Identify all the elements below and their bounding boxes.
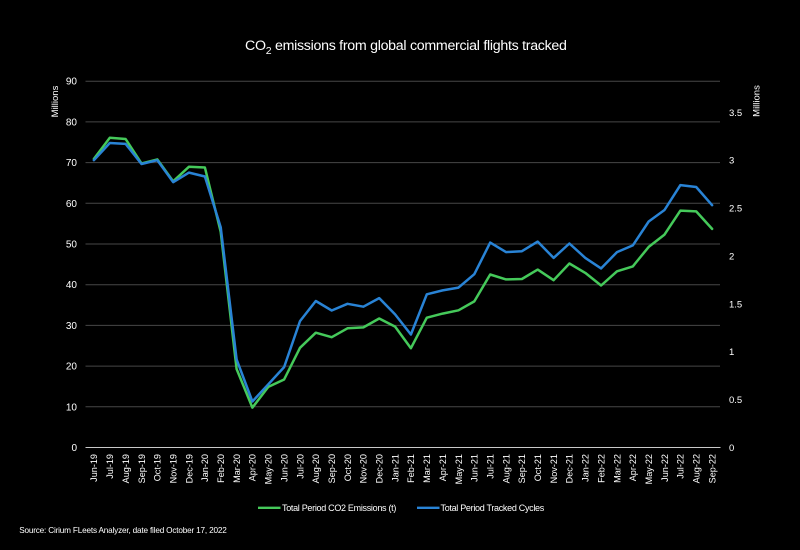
svg-text:Jun-19: Jun-19: [89, 454, 99, 482]
svg-text:Mar-20: Mar-20: [232, 454, 242, 483]
svg-text:Nov-21: Nov-21: [549, 454, 559, 483]
svg-text:1: 1: [729, 347, 734, 358]
svg-text:Aug-19: Aug-19: [121, 454, 131, 483]
svg-text:Mar-22: Mar-22: [612, 454, 622, 483]
svg-text:Sep-21: Sep-21: [517, 454, 527, 483]
svg-text:Jun-20: Jun-20: [279, 454, 289, 482]
svg-text:Apr-22: Apr-22: [628, 454, 638, 481]
svg-text:May-20: May-20: [264, 454, 274, 484]
svg-text:Jan-21: Jan-21: [390, 454, 400, 482]
svg-text:Jun-22: Jun-22: [660, 454, 670, 482]
svg-text:Source: Cirium FLeets Analyzer: Source: Cirium FLeets Analyzer, date fil…: [19, 526, 227, 535]
svg-text:Dec-21: Dec-21: [565, 454, 575, 483]
svg-text:30: 30: [66, 321, 78, 332]
svg-text:Jun-21: Jun-21: [470, 454, 480, 482]
svg-text:Jan-22: Jan-22: [581, 454, 591, 482]
svg-text:0: 0: [729, 443, 734, 454]
svg-text:Total Period CO2 Emissions (t): Total Period CO2 Emissions (t): [282, 503, 396, 513]
svg-text:70: 70: [66, 158, 78, 169]
svg-text:Aug-22: Aug-22: [692, 454, 702, 483]
svg-text:2.5: 2.5: [729, 204, 742, 215]
svg-text:Apr-20: Apr-20: [248, 454, 258, 481]
svg-text:Apr-21: Apr-21: [438, 454, 448, 481]
svg-text:2: 2: [729, 252, 734, 263]
svg-text:Feb-21: Feb-21: [406, 454, 416, 483]
svg-text:60: 60: [66, 199, 78, 210]
svg-text:1.5: 1.5: [729, 299, 742, 310]
svg-text:Jul-21: Jul-21: [486, 454, 496, 479]
svg-text:Jul-20: Jul-20: [295, 454, 305, 479]
svg-text:Millions: Millions: [50, 85, 61, 117]
svg-text:80: 80: [66, 117, 78, 128]
svg-text:10: 10: [66, 402, 78, 413]
svg-text:Millions: Millions: [752, 85, 763, 117]
svg-text:Total Period Tracked Cycles: Total Period Tracked Cycles: [441, 503, 545, 513]
svg-text:Jan-20: Jan-20: [200, 454, 210, 482]
svg-text:CO2 emissions from global comm: CO2 emissions from global commercial fli…: [245, 38, 567, 57]
svg-text:Feb-20: Feb-20: [216, 454, 226, 483]
svg-text:Oct-19: Oct-19: [153, 454, 163, 481]
svg-text:May-22: May-22: [644, 454, 654, 484]
svg-text:40: 40: [66, 280, 78, 291]
svg-text:Oct-21: Oct-21: [533, 454, 543, 481]
svg-text:90: 90: [66, 77, 78, 88]
svg-text:50: 50: [66, 240, 78, 251]
svg-text:Aug-20: Aug-20: [311, 454, 321, 483]
svg-text:Jul-19: Jul-19: [105, 454, 115, 479]
svg-text:Oct-20: Oct-20: [343, 454, 353, 481]
svg-text:0.5: 0.5: [729, 395, 742, 406]
svg-text:Nov-19: Nov-19: [169, 454, 179, 483]
svg-text:Mar-21: Mar-21: [422, 454, 432, 483]
svg-text:3: 3: [729, 156, 734, 167]
svg-text:Sep-22: Sep-22: [707, 454, 717, 483]
svg-text:0: 0: [71, 443, 77, 454]
svg-text:May-21: May-21: [454, 454, 464, 484]
svg-text:3.5: 3.5: [729, 108, 742, 119]
svg-text:20: 20: [66, 362, 78, 373]
svg-text:Nov-20: Nov-20: [359, 454, 369, 483]
svg-text:Sep-19: Sep-19: [137, 454, 147, 483]
svg-text:Dec-20: Dec-20: [375, 454, 385, 483]
svg-text:Jul-22: Jul-22: [676, 454, 686, 479]
svg-text:Feb-22: Feb-22: [596, 454, 606, 483]
svg-text:Sep-20: Sep-20: [327, 454, 337, 483]
svg-text:Dec-19: Dec-19: [184, 454, 194, 483]
svg-text:Aug-21: Aug-21: [501, 454, 511, 483]
